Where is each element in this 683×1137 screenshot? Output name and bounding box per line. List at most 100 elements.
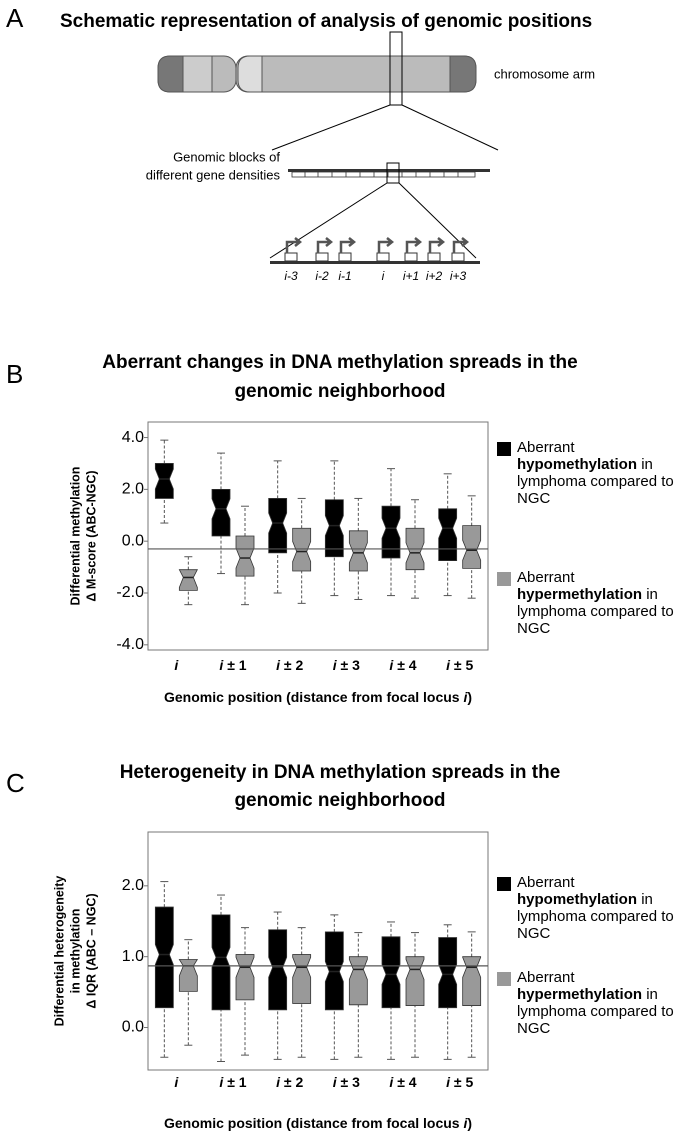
box xyxy=(292,497,312,604)
x-tick-label: i xyxy=(174,657,179,673)
box xyxy=(154,439,174,524)
position-label: i-2 xyxy=(315,269,329,283)
gene xyxy=(376,252,390,262)
y-tick-label: 2.0 xyxy=(122,481,144,498)
x-tick-label: i ± 1 xyxy=(219,1074,246,1090)
chart-title: Heterogeneity in DNA methylation spreads… xyxy=(120,762,561,783)
legend-swatch xyxy=(497,877,511,891)
legend-label: Aberrant hypomethylation in lymphoma com… xyxy=(517,874,674,942)
chart-title: genomic neighborhood xyxy=(234,381,445,402)
chromosome xyxy=(157,31,499,151)
x-tick-label: i ± 5 xyxy=(446,657,473,673)
x-axis-label: Genomic position (distance from focal lo… xyxy=(164,689,472,705)
gene xyxy=(451,252,465,262)
position-label: i+1 xyxy=(403,269,419,283)
x-tick-label: i ± 4 xyxy=(389,1074,416,1090)
x-tick-label: i ± 1 xyxy=(219,657,246,673)
plot-frame xyxy=(147,421,489,651)
y-tick-label: 0.0 xyxy=(122,1019,144,1036)
position-label: i+3 xyxy=(450,269,467,283)
x-tick-label: i ± 4 xyxy=(389,657,416,673)
legend-label: Aberrant hypermethylation in lymphoma co… xyxy=(517,569,674,637)
schematic: A Schematic representation of analysis o… xyxy=(6,3,595,283)
box-body xyxy=(154,906,174,1009)
box xyxy=(268,911,288,1060)
gene-arrow xyxy=(285,237,303,253)
y-axis-label: in methylation xyxy=(68,909,82,994)
gene xyxy=(404,252,418,262)
box-body xyxy=(462,956,482,1006)
charts: B Aberrant changes in DNA methylation spr… xyxy=(6,352,674,1131)
legend-swatch xyxy=(497,972,511,986)
legend-swatch xyxy=(497,442,511,456)
gene xyxy=(427,252,441,262)
box-body xyxy=(292,527,312,572)
x-tick-label: i ± 5 xyxy=(446,1074,473,1090)
box-body xyxy=(438,937,458,1009)
panel-label: C xyxy=(6,768,25,798)
box-body xyxy=(324,499,344,558)
y-axis-label: Differential heterogeneity xyxy=(52,876,66,1027)
block-label: Genomic blocks of xyxy=(173,149,280,164)
y-axis-label: Differential methylation xyxy=(68,467,82,606)
box-body xyxy=(348,956,368,1006)
y-tick-label: -4.0 xyxy=(116,636,144,653)
y-tick-label: 1.0 xyxy=(122,948,144,965)
box-body xyxy=(292,954,312,1004)
box xyxy=(324,460,344,597)
box-body xyxy=(405,956,425,1006)
box xyxy=(438,473,458,597)
box xyxy=(211,894,231,1062)
gene-arrow xyxy=(452,237,470,253)
plot-frame xyxy=(147,831,489,1071)
legend-label: Aberrant hypermethylation in lymphoma co… xyxy=(517,969,674,1037)
gene-arrow xyxy=(405,237,423,253)
box xyxy=(211,452,231,575)
box-body xyxy=(381,936,401,1009)
box-body xyxy=(268,929,288,1011)
legend-entry: Aberrant hypomethylation in lymphoma com… xyxy=(517,439,674,507)
position-label: i-3 xyxy=(284,269,298,283)
position-label: i xyxy=(382,269,385,283)
schematic-title: Schematic representation of analysis of … xyxy=(60,11,592,32)
chart: C Heterogeneity in DNA methylation spread… xyxy=(6,762,674,1131)
genes: i-3 i-2 i-1 i i+1 i+2 i+3 xyxy=(284,237,470,283)
box xyxy=(381,468,401,597)
gene xyxy=(315,252,329,262)
box-body xyxy=(178,959,199,992)
gene-arrow xyxy=(316,237,334,253)
box-body xyxy=(154,463,174,499)
box xyxy=(235,505,255,606)
box-body xyxy=(235,954,255,1001)
box xyxy=(405,932,425,1058)
panel-label: B xyxy=(6,359,23,389)
y-tick-label: 0.0 xyxy=(122,532,144,549)
gene xyxy=(338,252,352,262)
position-label: i-1 xyxy=(338,269,351,283)
box xyxy=(438,924,458,1060)
gene-arrow xyxy=(377,237,395,253)
box-body xyxy=(462,525,482,569)
box xyxy=(178,939,199,1046)
legend-swatch xyxy=(497,572,511,586)
legend-entry: Aberrant hypermethylation in lymphoma co… xyxy=(517,969,674,1037)
y-axis-label: Δ IQR (ABC – NGC) xyxy=(84,893,98,1008)
box xyxy=(154,881,174,1058)
box-body xyxy=(211,488,231,537)
box-body xyxy=(211,914,231,1011)
chart-title: Aberrant changes in DNA methylation spre… xyxy=(102,352,577,373)
box xyxy=(348,497,368,600)
y-tick-label: 4.0 xyxy=(122,429,144,446)
x-axis-label: Genomic position (distance from focal lo… xyxy=(164,1115,472,1131)
chromosome-label: chromosome arm xyxy=(494,66,595,81)
y-axis-label: Δ M-score (ABC-NGC) xyxy=(84,470,98,601)
gene-arrow xyxy=(339,237,357,253)
box xyxy=(381,921,401,1060)
box-body xyxy=(438,508,458,562)
chart-title: genomic neighborhood xyxy=(234,790,445,811)
legend-entry: Aberrant hypomethylation in lymphoma com… xyxy=(517,874,674,942)
box xyxy=(268,460,288,594)
y-tick-label: 2.0 xyxy=(122,877,144,894)
legend-entry: Aberrant hypermethylation in lymphoma co… xyxy=(517,569,674,637)
